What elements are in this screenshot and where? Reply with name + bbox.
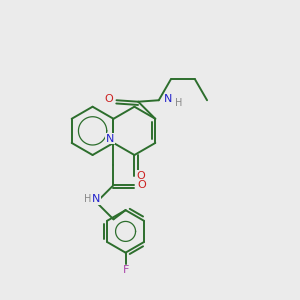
- Text: H: H: [84, 194, 91, 204]
- Text: H: H: [175, 98, 182, 108]
- Text: F: F: [122, 265, 129, 275]
- Text: N: N: [92, 194, 100, 204]
- Text: N: N: [106, 134, 114, 143]
- Text: N: N: [164, 94, 172, 104]
- Text: O: O: [105, 94, 113, 104]
- Text: O: O: [136, 170, 145, 181]
- Text: O: O: [137, 180, 146, 190]
